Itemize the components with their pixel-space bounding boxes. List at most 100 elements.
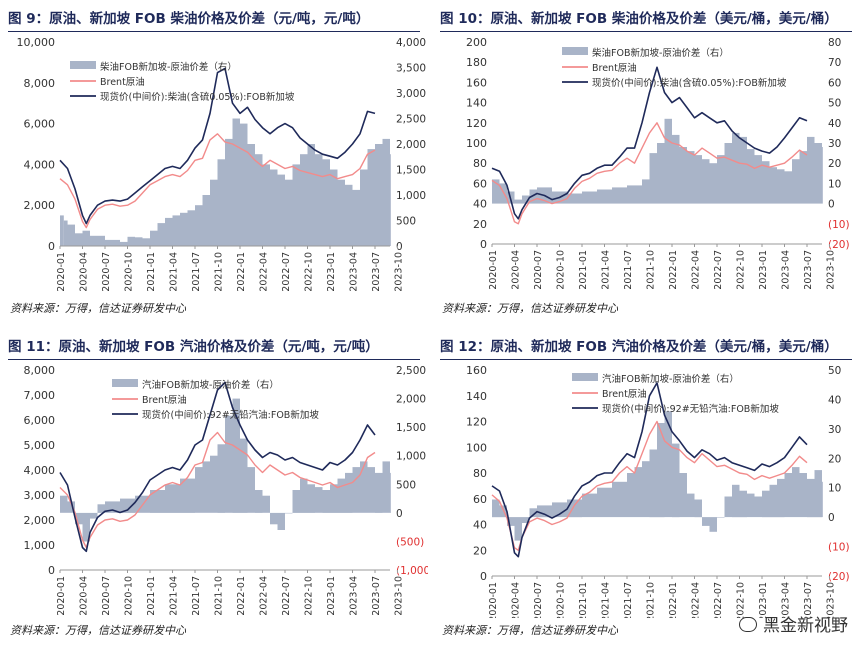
spread-bar <box>709 163 717 204</box>
spread-bar <box>529 508 537 518</box>
x-tick-label: 2020-10 <box>556 582 567 618</box>
x-tick-label: 2022-04 <box>259 252 270 292</box>
spread-bar <box>330 484 338 513</box>
spread-bar <box>717 155 725 204</box>
left-tick-label: 6,000 <box>24 414 56 427</box>
x-tick-label: 2023-01 <box>326 576 337 616</box>
legend-swatch <box>70 61 96 69</box>
spread-bar <box>315 154 323 246</box>
x-tick-label: 2023-10 <box>394 252 405 292</box>
x-tick-label: 2021-10 <box>214 576 225 616</box>
x-tick-label: 2020-04 <box>511 582 522 618</box>
spread-bar <box>60 215 64 246</box>
left-tick-label: 0 <box>480 238 487 251</box>
spread-bar <box>75 512 83 525</box>
x-tick-label: 2023-04 <box>781 582 792 618</box>
spread-bar <box>337 478 345 513</box>
right-tick-label: 40 <box>828 118 841 130</box>
spread-bar <box>172 215 180 246</box>
right-tick-label: 4,000 <box>396 37 426 49</box>
watermark: 黑金新视野 <box>739 611 848 636</box>
left-tick-label: 140 <box>466 97 487 110</box>
chart-plot: 0 20 40 60 80 100 120 140 160 180 200 (20) (10) 0 10 20… <box>466 36 850 290</box>
spread-bar <box>75 233 83 247</box>
spread-bar <box>702 517 710 526</box>
x-tick-label: 2023-04 <box>349 576 360 616</box>
left-tick-label: 120 <box>466 117 487 130</box>
right-tick-label: 2,000 <box>396 394 426 406</box>
spread-bar <box>262 495 270 513</box>
right-tick-label: 60 <box>828 77 841 89</box>
spread-bar <box>537 505 552 518</box>
spread-bar <box>664 118 672 204</box>
right-tick-label: 1,500 <box>396 422 426 434</box>
x-tick-label: 2023-10 <box>394 576 405 616</box>
legend-label: Brent原油 <box>142 394 187 406</box>
x-tick-label: 2022-04 <box>691 250 702 290</box>
chart-panel-fig10: 图 10：原油、新加坡 FOB 柴油价格及价差（美元/桶，美元/桶） 0 20 40… <box>440 8 860 318</box>
right-tick-label: 80 <box>828 37 841 49</box>
spread-bar <box>597 189 612 204</box>
series-area <box>60 398 391 542</box>
series-line <box>59 381 376 553</box>
spread-bar <box>322 159 330 246</box>
spread-bar <box>345 184 353 246</box>
x-tick-label: 2020-04 <box>79 252 90 292</box>
right-tick-label: 500 <box>396 216 416 228</box>
spread-bar <box>270 512 278 525</box>
spread-bar <box>277 174 285 246</box>
right-tick-label: 50 <box>828 98 841 110</box>
chart-plot: 0 2,000 4,000 6,000 8,000 10,000 0 500 1,000 1,50… <box>17 36 427 292</box>
series-line <box>491 382 808 558</box>
x-tick-label: 2022-07 <box>713 582 724 618</box>
legend-label: 柴油FOB新加坡-原油价差（右） <box>100 61 237 73</box>
source-note: 资料来源：万得，信达证券研发中心 <box>442 624 618 637</box>
spread-bar <box>292 164 300 246</box>
chart-plot: 0 1,000 2,000 3,000 4,000 5,000 6,000 7,000 8,00… <box>24 364 429 616</box>
spread-bar <box>724 143 732 204</box>
right-tick-label: 0 <box>396 241 403 253</box>
spread-bar <box>345 472 353 513</box>
x-tick-label: 2023-01 <box>326 252 337 292</box>
right-tick-label: 70 <box>828 57 841 69</box>
right-tick-label: 1,500 <box>396 165 426 177</box>
spread-bar <box>352 189 360 246</box>
spread-bar <box>799 151 807 204</box>
x-tick-label: 2020-01 <box>488 582 499 618</box>
left-tick-label: 160 <box>466 76 487 89</box>
x-tick-label: 2021-01 <box>578 250 589 290</box>
spread-bar <box>187 210 195 246</box>
x-tick-label: 2020-10 <box>556 250 567 290</box>
right-tick-label: 2,000 <box>396 139 426 151</box>
x-tick-label: 2020-01 <box>56 576 67 616</box>
left-tick-label: 10,000 <box>17 36 56 49</box>
spread-bar <box>285 179 293 246</box>
right-tick-label: (500) <box>396 536 424 548</box>
left-tick-label: 6,000 <box>24 118 56 131</box>
source-note: 资料来源：万得，信达证券研发中心 <box>442 302 618 315</box>
left-tick-label: 4,000 <box>24 158 56 171</box>
legend-label: 汽油FOB新加坡-原油价差（右） <box>142 379 279 391</box>
spread-bar <box>367 467 375 513</box>
right-tick-label: 20 <box>828 453 841 465</box>
right-tick-label: (10) <box>828 219 850 231</box>
legend-label: 现货价(中间价):柴油(含硫0.05%):FOB新加坡 <box>592 77 787 89</box>
left-tick-label: 8,000 <box>24 364 56 377</box>
spread-bar <box>142 238 150 246</box>
spread-bar <box>627 473 635 518</box>
x-tick-label: 2021-07 <box>623 250 634 290</box>
spread-bar <box>90 512 98 519</box>
spread-bar <box>702 159 710 204</box>
spread-bar <box>225 415 233 513</box>
spread-bar <box>514 199 522 204</box>
left-tick-label: 4,000 <box>24 464 56 477</box>
spread-bar <box>762 490 770 518</box>
spread-bar <box>63 220 68 246</box>
watermark-text: 黑金新视野 <box>763 616 848 636</box>
x-tick-label: 2022-07 <box>713 250 724 290</box>
left-tick-label: 0 <box>48 240 55 253</box>
spread-bar <box>522 517 530 523</box>
spread-bar <box>390 472 391 513</box>
spread-bar <box>375 144 383 246</box>
x-tick-label: 2020-04 <box>79 576 90 616</box>
